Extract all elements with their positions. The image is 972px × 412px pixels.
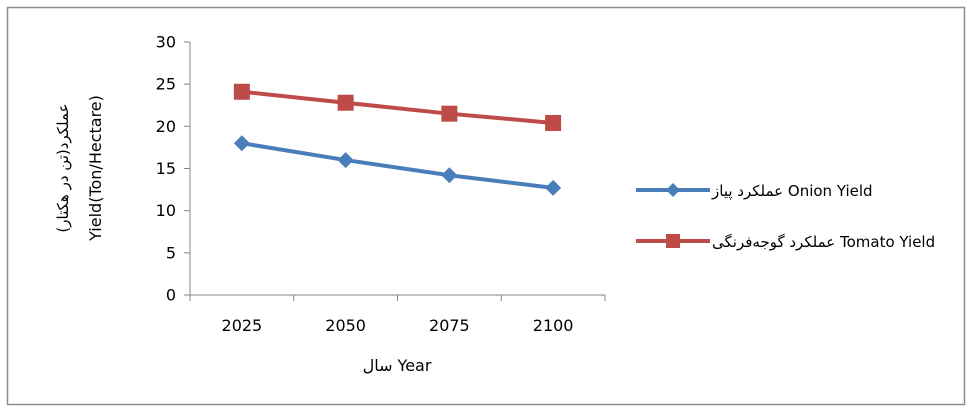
x-tick-label: 2025 — [222, 316, 263, 335]
y-axis-ticks: 0 5 10 15 20 25 30 — [156, 33, 190, 305]
data-point-marker — [441, 105, 458, 122]
y-tick-label: 25 — [156, 75, 176, 94]
y-tick-label: 5 — [166, 243, 176, 262]
y-tick-label: 10 — [156, 201, 176, 220]
data-point-marker — [337, 94, 354, 111]
data-point-marker — [233, 135, 250, 152]
data-point-marker — [545, 114, 562, 131]
data-point-marker — [441, 167, 458, 184]
chart-border — [6, 6, 966, 406]
legend-marker-tomato — [666, 234, 680, 248]
x-tick-label: 2075 — [429, 316, 470, 335]
series-line-0 — [241, 141, 554, 190]
legend-label-tomato: عملکرد گوجه‌فرنگی Tomato Yield — [712, 233, 935, 251]
legend-label-onion: عملکرد پیاز Onion Yield — [711, 182, 873, 201]
series-layer — [233, 83, 562, 196]
y-axis-label-line1: عملکرد(تن در هکتار) — [54, 103, 72, 232]
legend-marker-onion — [666, 183, 680, 197]
data-point-marker — [545, 179, 562, 196]
legend-item-tomato: عملکرد گوجه‌فرنگی Tomato Yield — [636, 233, 935, 251]
series-line-1 — [241, 89, 554, 125]
x-tick-label: 2050 — [325, 316, 366, 335]
data-point-marker — [233, 83, 250, 100]
y-tick-label: 15 — [156, 159, 176, 178]
data-point-marker — [337, 152, 354, 169]
y-tick-label: 30 — [156, 33, 176, 52]
chart-legend: عملکرد پیاز Onion Yield عملکرد گوجه‌فرنگ… — [636, 182, 935, 251]
x-tick-label: 2100 — [533, 316, 574, 335]
x-axis-ticks: 2025 2050 2075 2100 — [189, 295, 606, 335]
legend-item-onion: عملکرد پیاز Onion Yield — [636, 182, 873, 201]
y-tick-label: 20 — [156, 117, 176, 136]
y-tick-label: 0 — [166, 286, 176, 305]
y-axis-label-line2: Yield(Ton/Hectare) — [86, 95, 105, 242]
x-axis-label: سال Year — [363, 356, 432, 375]
